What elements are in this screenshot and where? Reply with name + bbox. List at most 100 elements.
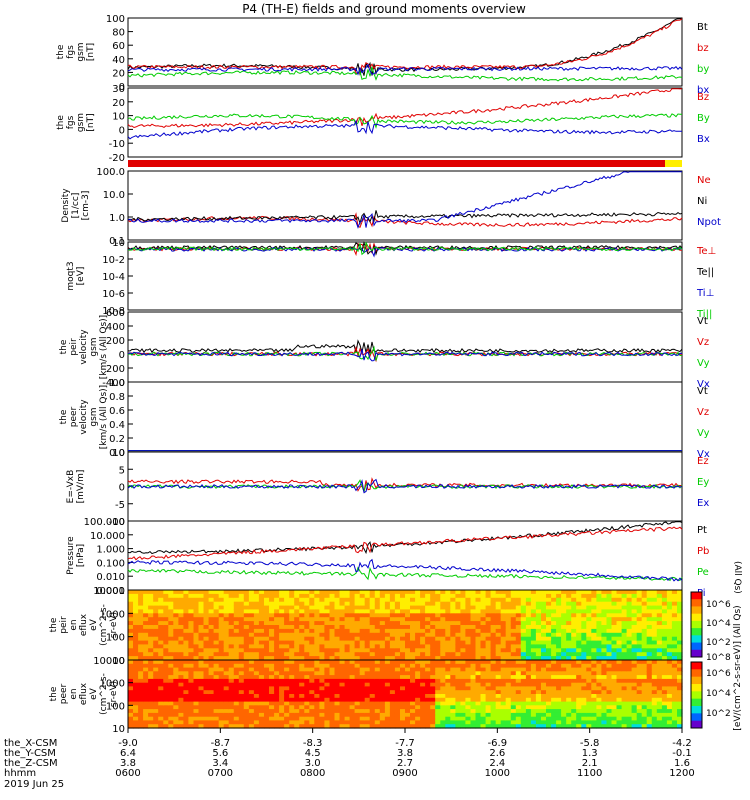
heatmap-cell xyxy=(480,660,487,665)
heatmap-cell xyxy=(490,590,497,595)
heatmap-cell xyxy=(500,720,507,725)
x-tick-label: 3.8 xyxy=(397,748,413,759)
heatmap-cell xyxy=(400,613,406,618)
heatmap-cell xyxy=(591,712,597,718)
heatmap-cell xyxy=(384,617,391,622)
heatmap-cell xyxy=(636,636,643,642)
heatmap-cell xyxy=(379,644,386,649)
heatmap-cell xyxy=(344,690,351,695)
heatmap-cell xyxy=(405,690,411,695)
heatmap-cell xyxy=(666,617,673,622)
heatmap-cell xyxy=(475,701,482,706)
heatmap-cell xyxy=(299,686,305,691)
heatmap-cell xyxy=(188,621,194,626)
heatmap-cell xyxy=(153,709,159,714)
heatmap-cell xyxy=(243,701,250,706)
heatmap-cell xyxy=(193,716,200,722)
heatmap-cell xyxy=(677,613,683,618)
heatmap-cell xyxy=(299,597,305,603)
heatmap-cell xyxy=(490,597,497,603)
heatmap-cell xyxy=(661,632,668,638)
heatmap-cell xyxy=(354,640,361,646)
heatmap-cell xyxy=(349,621,356,626)
heatmap-cell xyxy=(138,660,144,665)
y-tick-label: 0 xyxy=(119,483,125,494)
heatmap-cell xyxy=(133,648,139,653)
heatmap-cell xyxy=(133,663,139,669)
heatmap-cell xyxy=(561,678,567,684)
heatmap-cell xyxy=(631,705,638,710)
heatmap-cell xyxy=(656,701,663,706)
heatmap-cell xyxy=(566,697,572,703)
heatmap-cell xyxy=(656,697,663,703)
heatmap-cell xyxy=(571,601,577,607)
heatmap-cell xyxy=(646,605,653,611)
heatmap-cell xyxy=(641,690,648,695)
heatmap-cell xyxy=(193,697,200,703)
heatmap-cell xyxy=(264,648,270,653)
heatmap-cell xyxy=(671,678,678,684)
heatmap-cell xyxy=(183,621,189,626)
heatmap-cell xyxy=(671,609,678,614)
heatmap-cell xyxy=(546,686,552,691)
heatmap-cell xyxy=(460,652,466,657)
heatmap-cell xyxy=(389,675,396,680)
heatmap-cell xyxy=(470,720,477,725)
svg-text:the: the xyxy=(56,115,66,130)
heatmap-cell xyxy=(294,613,300,618)
heatmap-cell xyxy=(515,632,522,638)
heatmap-cell xyxy=(525,648,532,653)
heatmap-cell xyxy=(566,716,572,722)
heatmap-cell xyxy=(163,628,169,634)
heatmap-cell xyxy=(671,694,678,699)
heatmap-cell xyxy=(641,716,648,722)
heatmap-cell xyxy=(284,590,290,595)
heatmap-cell xyxy=(233,724,240,729)
heatmap-cell xyxy=(238,686,245,691)
heatmap-cell xyxy=(334,605,341,611)
heatmap-cell xyxy=(520,656,527,661)
heatmap-cell xyxy=(631,701,638,706)
heatmap-cell xyxy=(420,644,426,649)
heatmap-cell xyxy=(616,705,623,710)
heatmap-cell xyxy=(465,644,471,649)
heatmap-cell xyxy=(394,625,401,630)
heatmap-cell xyxy=(233,644,240,649)
heatmap-cell xyxy=(233,613,240,618)
heatmap-cell xyxy=(475,712,482,718)
heatmap-cell xyxy=(394,686,401,691)
heatmap-cell xyxy=(379,712,386,718)
heatmap-cell xyxy=(515,613,522,618)
heatmap-cell xyxy=(430,716,436,722)
heatmap-cell xyxy=(213,605,220,611)
heatmap-cell xyxy=(410,660,416,665)
heatmap-cell xyxy=(233,628,240,634)
heatmap-cell xyxy=(666,632,673,638)
heatmap-cell xyxy=(571,682,577,688)
heatmap-cell xyxy=(163,605,169,611)
heatmap-cell xyxy=(143,724,149,729)
heatmap-cell xyxy=(530,705,537,710)
heatmap-cell xyxy=(233,605,240,611)
heatmap-cell xyxy=(520,652,527,657)
heatmap-cell xyxy=(264,671,270,676)
heatmap-cell xyxy=(374,716,381,722)
heatmap-cell xyxy=(153,601,159,607)
heatmap-cell xyxy=(601,617,607,622)
heatmap-cell xyxy=(576,597,582,603)
heatmap-cell xyxy=(354,675,361,680)
heatmap-cell xyxy=(505,716,512,722)
heatmap-cell xyxy=(410,720,416,725)
heatmap-cell xyxy=(228,667,235,672)
heatmap-cell xyxy=(284,663,290,669)
heatmap-cell xyxy=(475,705,482,710)
heatmap-cell xyxy=(314,690,320,695)
x-tick-label: 3.0 xyxy=(305,758,321,769)
heatmap-cell xyxy=(495,640,502,646)
heatmap-cell xyxy=(203,712,210,718)
heatmap-cell xyxy=(646,648,653,653)
heatmap-cell xyxy=(364,712,371,718)
heatmap-cell xyxy=(354,601,361,607)
heatmap-cell xyxy=(460,701,466,706)
heatmap-cell xyxy=(243,609,250,614)
